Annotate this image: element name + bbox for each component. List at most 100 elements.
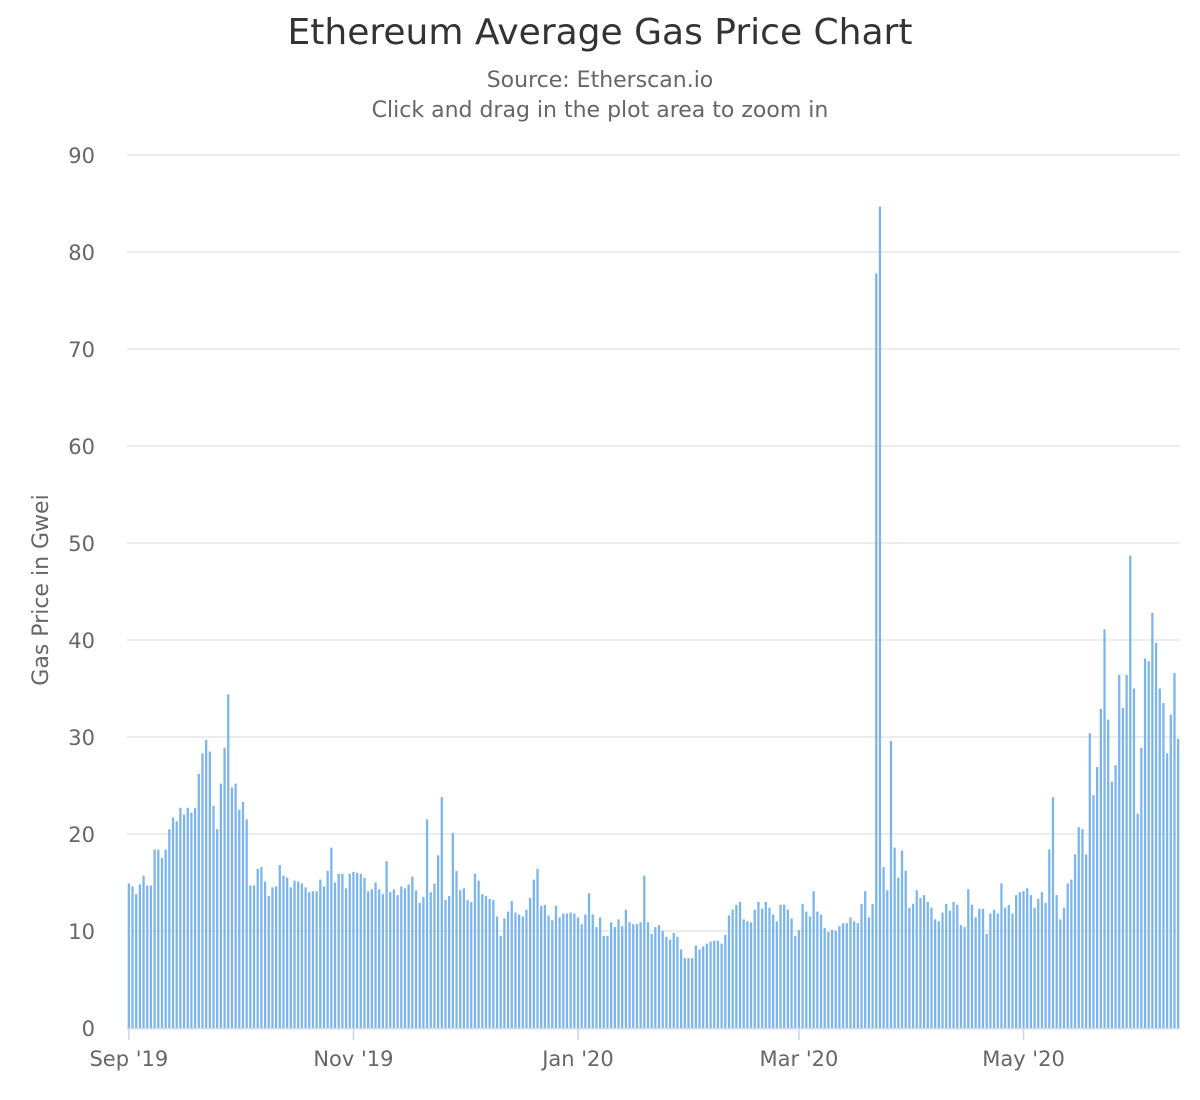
- gas-price-bar[interactable]: [216, 829, 219, 1028]
- gas-price-bar[interactable]: [775, 921, 778, 1028]
- gas-price-bar[interactable]: [753, 909, 756, 1028]
- gas-price-bar[interactable]: [429, 892, 432, 1028]
- gas-price-bar[interactable]: [624, 909, 628, 1028]
- gas-price-bar[interactable]: [208, 751, 211, 1028]
- gas-price-bar[interactable]: [477, 880, 480, 1028]
- gas-price-bar[interactable]: [727, 915, 731, 1028]
- gas-price-bar[interactable]: [142, 875, 145, 1028]
- gas-price-bar[interactable]: [871, 903, 874, 1028]
- gas-price-bar[interactable]: [875, 273, 878, 1029]
- gas-price-bar[interactable]: [1033, 907, 1036, 1028]
- gas-price-bar[interactable]: [547, 915, 550, 1028]
- gas-price-bar[interactable]: [1118, 674, 1121, 1028]
- gas-price-bar[interactable]: [481, 894, 484, 1028]
- gas-price-bar[interactable]: [1140, 747, 1143, 1028]
- gas-price-bar[interactable]: [768, 907, 771, 1028]
- gas-price-bar[interactable]: [610, 922, 613, 1028]
- gas-price-bar[interactable]: [992, 909, 996, 1028]
- gas-price-bar[interactable]: [621, 926, 624, 1028]
- gas-price-bar[interactable]: [841, 923, 845, 1028]
- gas-price-bar[interactable]: [403, 888, 407, 1028]
- gas-price-bar[interactable]: [760, 908, 764, 1028]
- gas-price-bar[interactable]: [878, 206, 882, 1028]
- gas-price-bar[interactable]: [1015, 895, 1018, 1028]
- gas-price-bar[interactable]: [286, 877, 289, 1028]
- gas-price-bar[interactable]: [1018, 892, 1021, 1028]
- gas-price-bar[interactable]: [234, 783, 237, 1028]
- gas-price-bar[interactable]: [838, 926, 841, 1028]
- gas-price-bar[interactable]: [171, 817, 175, 1028]
- gas-price-bar[interactable]: [503, 918, 506, 1028]
- gas-price-bar[interactable]: [164, 849, 167, 1028]
- gas-price-bar[interactable]: [425, 819, 429, 1028]
- gas-price-bar[interactable]: [1154, 642, 1158, 1028]
- gas-price-bar[interactable]: [816, 911, 819, 1028]
- gas-price-bar[interactable]: [499, 935, 502, 1028]
- bar-series[interactable]: [127, 206, 1180, 1029]
- gas-price-bar[interactable]: [219, 783, 223, 1028]
- gas-price-bar[interactable]: [1129, 555, 1132, 1028]
- gas-price-bar[interactable]: [252, 885, 256, 1028]
- gas-price-bar[interactable]: [635, 924, 639, 1028]
- gas-price-bar[interactable]: [584, 914, 587, 1028]
- gas-price-bar[interactable]: [617, 919, 620, 1028]
- gas-price-bar[interactable]: [517, 914, 521, 1028]
- gas-price-bar[interactable]: [407, 884, 410, 1028]
- gas-price-bar[interactable]: [856, 923, 859, 1028]
- gas-price-bar[interactable]: [595, 927, 598, 1028]
- gas-price-bar[interactable]: [378, 889, 381, 1028]
- gas-price-bar[interactable]: [462, 888, 466, 1028]
- gas-price-bar[interactable]: [661, 931, 664, 1028]
- gas-price-bar[interactable]: [772, 914, 775, 1028]
- gas-price-bar[interactable]: [893, 847, 896, 1028]
- gas-price-bar[interactable]: [297, 881, 300, 1028]
- gas-price-bar[interactable]: [790, 918, 793, 1028]
- gas-price-bar[interactable]: [819, 914, 823, 1028]
- gas-price-bar[interactable]: [1173, 672, 1176, 1028]
- gas-price-bar[interactable]: [783, 904, 786, 1028]
- gas-price-bar[interactable]: [860, 903, 863, 1028]
- gas-price-bar[interactable]: [698, 949, 701, 1028]
- gas-price-bar[interactable]: [1022, 891, 1025, 1028]
- gas-price-bar[interactable]: [311, 891, 315, 1028]
- gas-price-bar[interactable]: [182, 814, 186, 1028]
- gas-price-bar[interactable]: [797, 930, 801, 1028]
- gas-price-bar[interactable]: [344, 888, 348, 1028]
- gas-price-bar[interactable]: [919, 898, 922, 1028]
- gas-price-bar[interactable]: [488, 898, 491, 1028]
- gas-price-bar[interactable]: [889, 740, 893, 1028]
- gas-price-bar[interactable]: [260, 866, 263, 1028]
- gas-price-bar[interactable]: [367, 891, 370, 1028]
- gas-price-bar[interactable]: [414, 890, 418, 1028]
- gas-price-bar[interactable]: [956, 904, 959, 1028]
- gas-price-bar[interactable]: [1037, 898, 1040, 1028]
- gas-price-bar[interactable]: [580, 924, 583, 1028]
- gas-price-bar[interactable]: [551, 920, 554, 1028]
- gas-price-bar[interactable]: [175, 821, 178, 1028]
- gas-price-bar[interactable]: [1121, 707, 1125, 1028]
- gas-price-bar[interactable]: [470, 901, 473, 1028]
- gas-price-bar[interactable]: [1103, 629, 1106, 1028]
- gas-price-bar[interactable]: [1143, 658, 1147, 1028]
- gas-price-bar[interactable]: [459, 890, 462, 1028]
- gas-price-bar[interactable]: [392, 889, 396, 1028]
- gas-price-bar[interactable]: [146, 885, 149, 1028]
- gas-price-bar[interactable]: [484, 896, 488, 1028]
- gas-price-bar[interactable]: [562, 913, 565, 1028]
- gas-price-bar[interactable]: [967, 889, 970, 1028]
- gas-price-bar[interactable]: [908, 907, 911, 1028]
- gas-price-bar[interactable]: [451, 833, 454, 1028]
- gas-price-bar[interactable]: [455, 870, 458, 1028]
- gas-price-bar[interactable]: [436, 855, 440, 1028]
- gas-price-bar[interactable]: [448, 896, 451, 1028]
- gas-price-bar[interactable]: [1132, 688, 1136, 1029]
- gas-price-bar[interactable]: [138, 884, 142, 1028]
- gas-price-bar[interactable]: [1011, 913, 1014, 1028]
- gas-price-bar[interactable]: [1066, 883, 1069, 1028]
- gas-price-bar[interactable]: [514, 912, 517, 1028]
- gas-price-bar[interactable]: [801, 903, 804, 1028]
- gas-price-bar[interactable]: [587, 893, 591, 1028]
- gas-price-bar[interactable]: [665, 936, 668, 1028]
- gas-price-bar[interactable]: [1096, 767, 1099, 1028]
- gas-price-bar[interactable]: [359, 873, 362, 1028]
